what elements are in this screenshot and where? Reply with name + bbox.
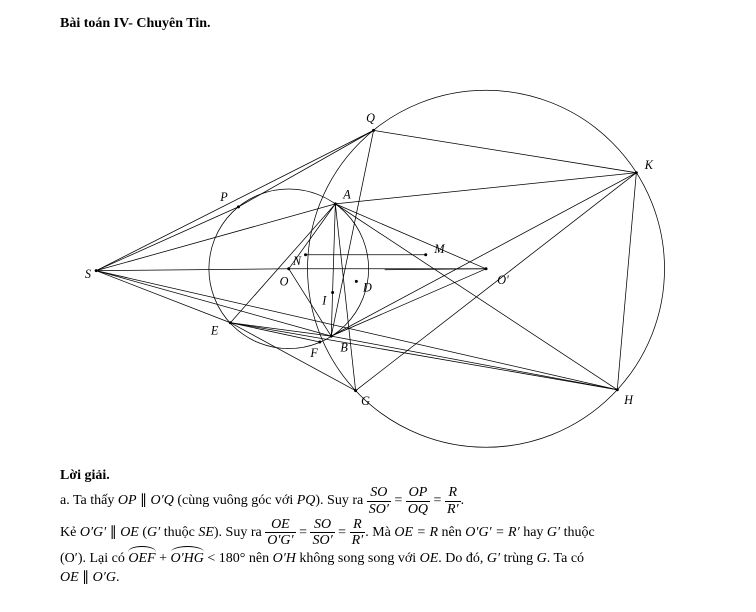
solution-heading: Lời giải. <box>60 466 696 486</box>
text: ). Suy ra <box>214 525 265 540</box>
svg-text:B: B <box>340 340 348 354</box>
math: O′G′ <box>80 525 106 540</box>
svg-text:D: D <box>362 280 372 294</box>
solution-line-3: (O′). Lại có OEF + O′HG < 180° nên O′H k… <box>60 549 696 569</box>
math: G <box>537 551 547 566</box>
svg-text:S: S <box>85 267 91 281</box>
text: hay <box>520 525 547 540</box>
svg-text:K: K <box>644 158 654 172</box>
svg-text:F: F <box>309 346 318 360</box>
arc: OEF <box>128 549 155 569</box>
math: O′G <box>93 570 116 585</box>
text: (O′). Lại có <box>60 551 128 566</box>
svg-text:E: E <box>210 323 219 337</box>
math: OE <box>420 551 439 566</box>
text: Kẻ <box>60 525 80 540</box>
svg-text:G: G <box>361 394 370 408</box>
solution-line-4: OE ∥ O′G. <box>60 568 696 588</box>
text: trùng <box>500 551 537 566</box>
fraction: OPOQ <box>406 485 430 517</box>
math: SE <box>198 525 214 540</box>
math: OE <box>60 570 79 585</box>
text: ∥ <box>137 493 151 508</box>
arc: O′HG <box>171 549 204 569</box>
fraction: RR′ <box>445 485 461 517</box>
svg-text:M: M <box>433 241 445 255</box>
fraction: SOSO′ <box>310 517 334 549</box>
math: OE <box>120 525 139 540</box>
fraction: RR′ <box>350 517 366 549</box>
text: nên <box>438 525 465 540</box>
math: OE = R <box>394 525 438 540</box>
solution-line-1: a. Ta thấy OP ∥ O′Q (cùng vuông góc với … <box>60 485 696 517</box>
text: ∥ <box>106 525 120 540</box>
problem-title: Bài toán IV- Chuyên Tin. <box>60 14 696 34</box>
math: O′G′ = R′ <box>465 525 519 540</box>
svg-text:P: P <box>219 190 228 204</box>
text: = <box>338 525 349 540</box>
text: thuộc <box>160 525 198 540</box>
text: . <box>116 570 120 585</box>
text: thuộc <box>560 525 595 540</box>
text: ∥ <box>79 570 93 585</box>
geometry-figure: S P Q K A N M O O′ E D I F B G H <box>68 40 688 460</box>
text: . Do đó, <box>438 551 487 566</box>
fraction: OEO′G′ <box>265 517 295 549</box>
solution-line-2: Kẻ O′G′ ∥ OE (G′ thuộc SE). Suy ra OEO′G… <box>60 517 696 549</box>
svg-text:N: N <box>292 254 302 268</box>
math: G′ <box>547 525 560 540</box>
math: O′H <box>273 551 296 566</box>
svg-text:A: A <box>342 187 351 201</box>
svg-text:H: H <box>623 393 634 407</box>
text: < 180° nên <box>204 551 273 566</box>
text: ). Suy ra <box>315 493 366 508</box>
svg-text:I: I <box>321 293 327 307</box>
math: G′ <box>487 551 500 566</box>
text: = <box>299 525 310 540</box>
text: a. Ta thấy <box>60 493 118 508</box>
text: không song song với <box>296 551 420 566</box>
math: O′Q <box>151 493 174 508</box>
text: . <box>461 493 465 508</box>
fraction: SOSO′ <box>367 485 391 517</box>
svg-text:Q: Q <box>366 111 375 125</box>
svg-text:O: O <box>280 274 289 288</box>
svg-text:O′: O′ <box>497 272 509 286</box>
math: G′ <box>147 525 160 540</box>
math: PQ <box>297 493 316 508</box>
text: . Mà <box>365 525 394 540</box>
math: OP <box>118 493 137 508</box>
text: . Ta có <box>547 551 584 566</box>
text: + <box>156 551 171 566</box>
text: (cùng vuông góc với <box>174 493 297 508</box>
text: ( <box>139 525 147 540</box>
text: = <box>394 493 405 508</box>
text: = <box>434 493 445 508</box>
